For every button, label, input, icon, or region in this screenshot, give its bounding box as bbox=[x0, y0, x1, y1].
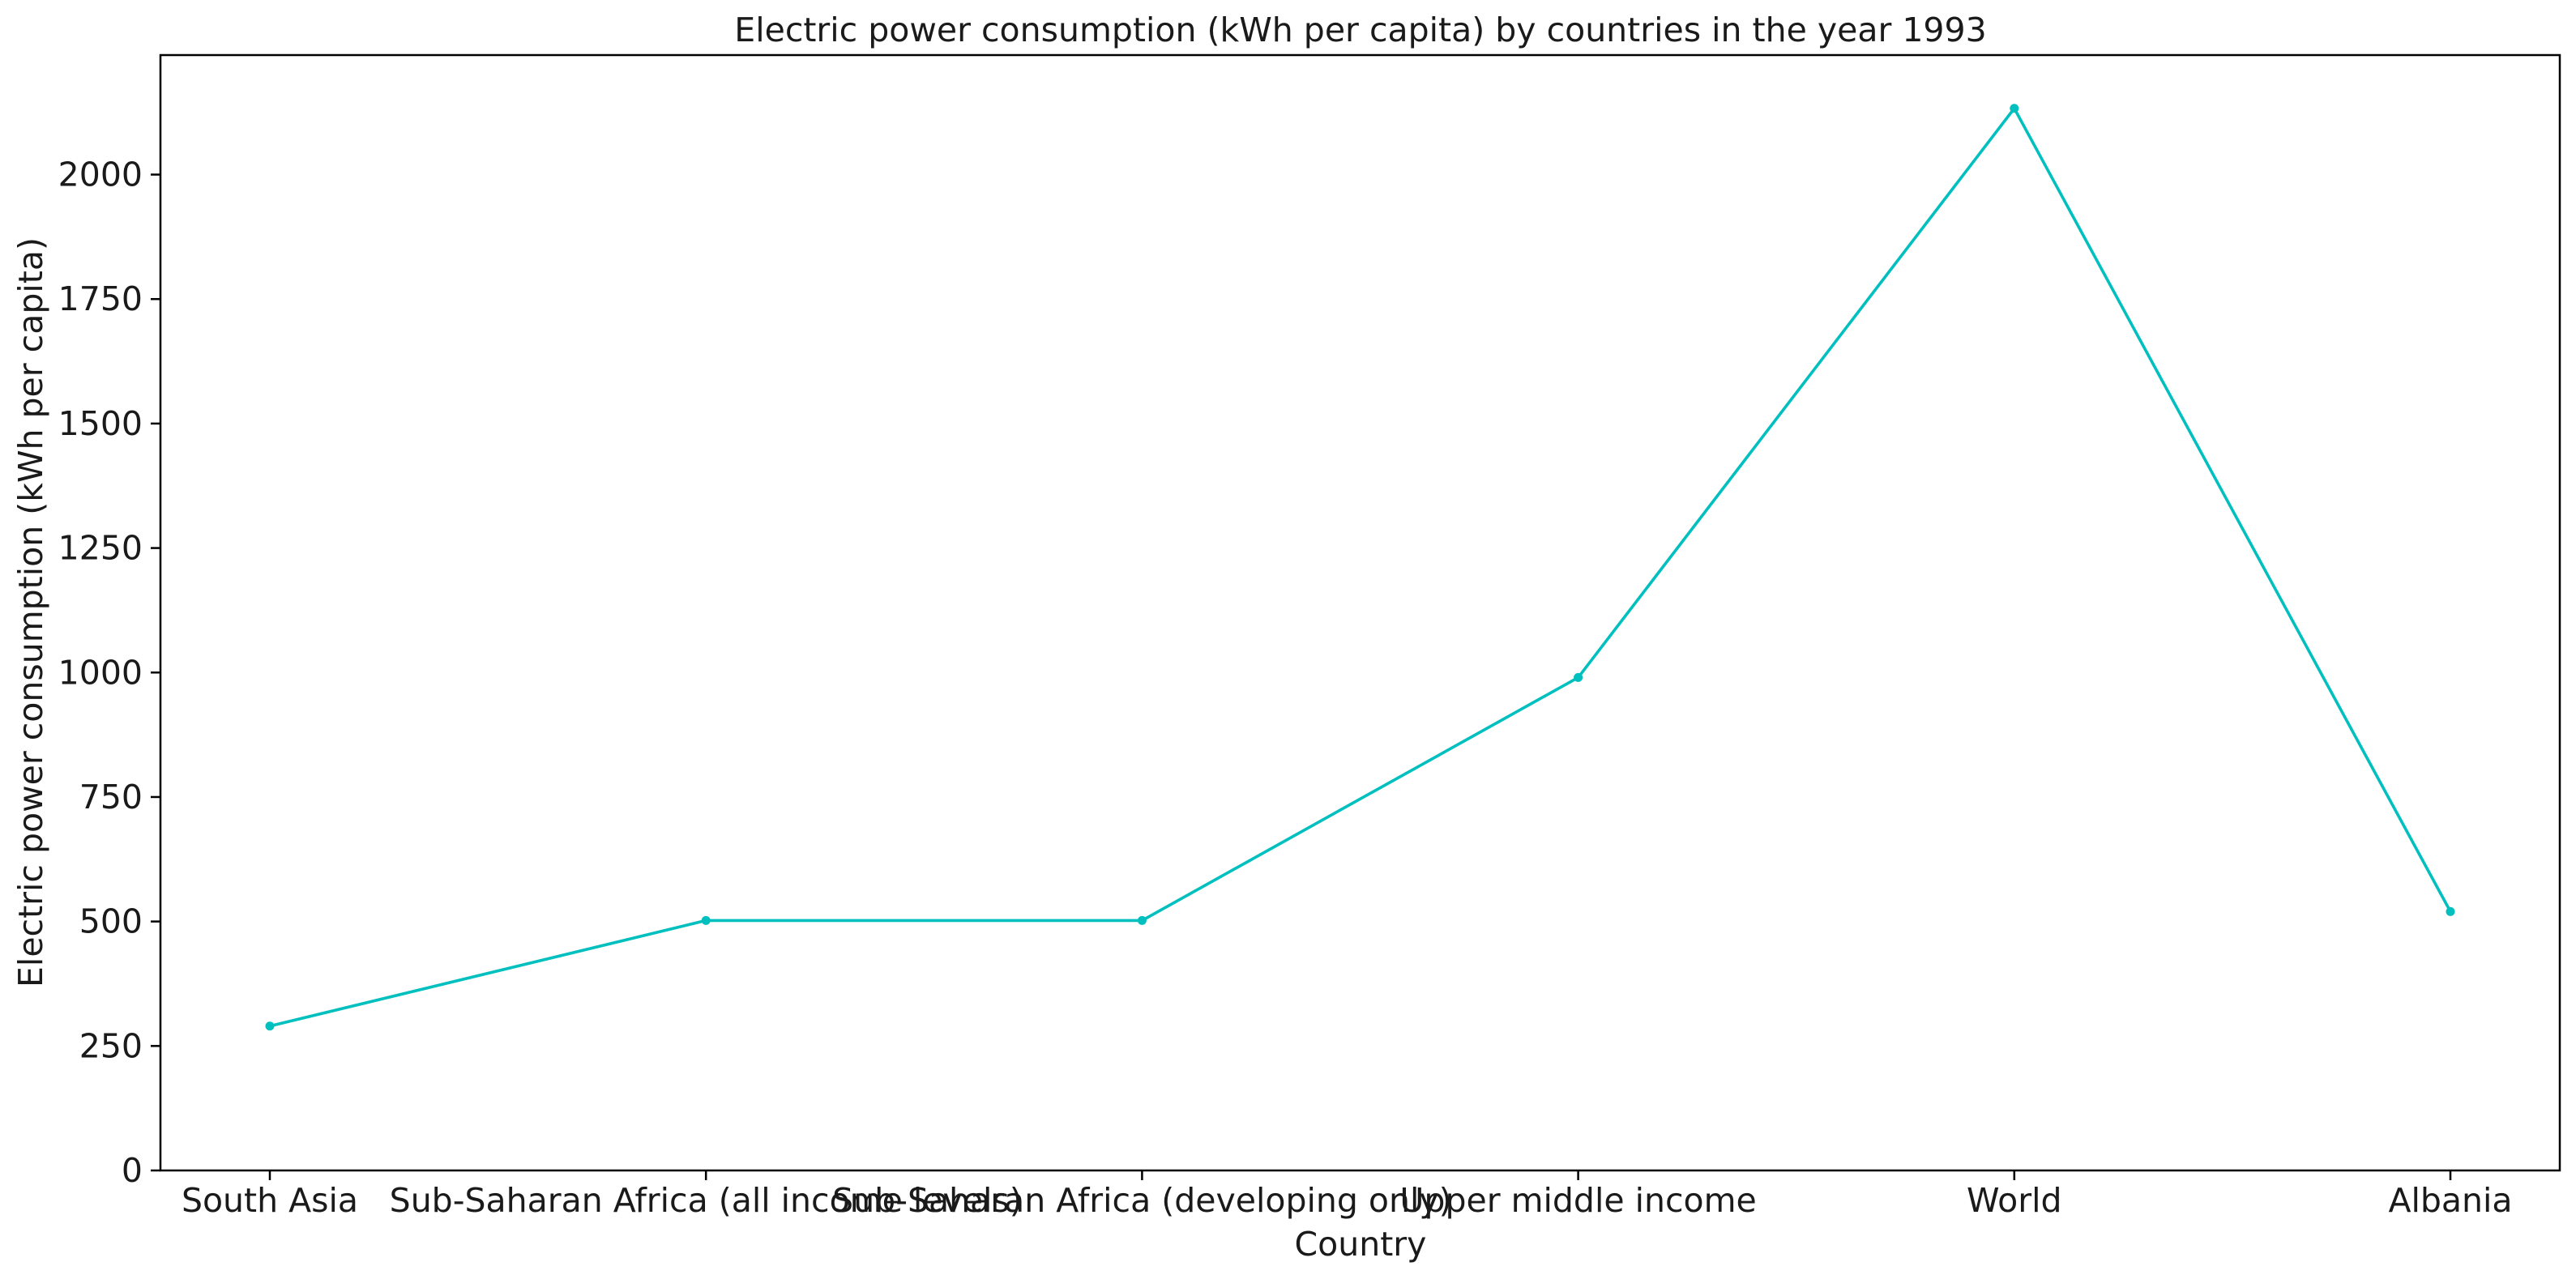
y-axis: 0 250 500 750 1000 1250 1500 1750 2000 bbox=[58, 156, 160, 1190]
x-tick-label: Upper middle income bbox=[1399, 1181, 1756, 1220]
data-point bbox=[265, 1021, 275, 1031]
plot-area bbox=[159, 53, 2561, 1172]
y-tick-label: 250 bbox=[79, 1026, 143, 1065]
data-point bbox=[1137, 915, 1147, 925]
data-point bbox=[701, 915, 711, 925]
y-tick-label: 1750 bbox=[58, 279, 143, 318]
x-tick-label: World bbox=[1967, 1181, 2062, 1220]
y-tick-label: 750 bbox=[79, 778, 143, 816]
data-point bbox=[1574, 672, 1583, 682]
y-tick-label: 1250 bbox=[58, 529, 143, 568]
x-tick-label: Sub-Saharan Africa (developing only) bbox=[832, 1181, 1451, 1220]
y-tick-label: 0 bbox=[122, 1151, 143, 1190]
y-tick-label: 1500 bbox=[58, 404, 143, 443]
y-tick-label: 2000 bbox=[58, 156, 143, 194]
x-tick-label: Albania bbox=[2388, 1181, 2512, 1220]
data-point bbox=[2446, 906, 2455, 916]
series-layer bbox=[265, 104, 2455, 1031]
x-axis-label: Country bbox=[1295, 1225, 1427, 1264]
x-axis: South Asia Sub-Saharan Africa (all income… bbox=[182, 1170, 2513, 1220]
x-tick-label: South Asia bbox=[182, 1181, 358, 1220]
y-axis-label: Electric power consumption (kWh per capi… bbox=[11, 237, 50, 987]
chart-title: Electric power consumption (kWh per capi… bbox=[734, 11, 1986, 49]
y-tick-label: 1000 bbox=[58, 653, 143, 692]
x-tick-label: Sub-Saharan Africa (all income levels) bbox=[390, 1181, 1023, 1220]
y-tick-label: 500 bbox=[79, 902, 143, 941]
data-point bbox=[2010, 104, 2019, 113]
series-line bbox=[268, 106, 2452, 1028]
